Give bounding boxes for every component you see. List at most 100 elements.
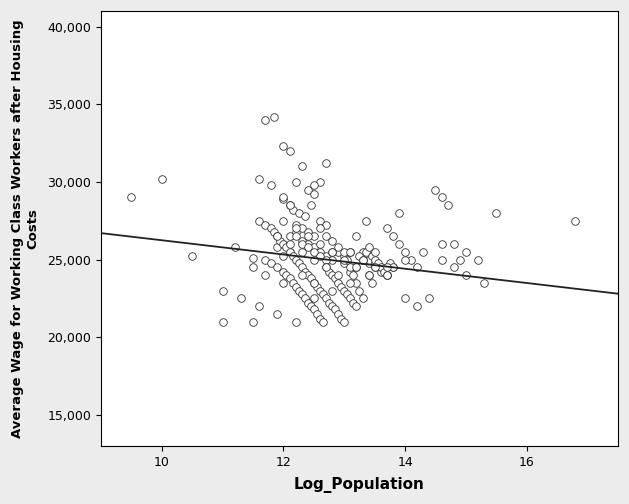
Point <box>321 159 331 167</box>
Point <box>312 310 322 318</box>
Point <box>376 263 386 271</box>
Point <box>260 256 270 264</box>
Point <box>364 256 374 264</box>
Point <box>303 271 313 279</box>
Point <box>394 240 404 248</box>
Point <box>287 206 298 214</box>
Point <box>333 271 343 279</box>
Point <box>279 279 289 287</box>
Point <box>448 263 459 271</box>
Point <box>309 243 319 251</box>
Point <box>309 232 319 240</box>
Point <box>284 240 294 248</box>
Point <box>297 271 307 279</box>
Point <box>297 248 307 256</box>
Point <box>461 271 471 279</box>
Point <box>348 299 359 307</box>
Point <box>291 283 301 291</box>
Point <box>370 248 380 256</box>
Point <box>321 221 331 229</box>
Point <box>279 268 289 276</box>
Point <box>388 232 398 240</box>
Y-axis label: Average Wage for Working Class Workers after Housing
Costs: Average Wage for Working Class Workers a… <box>11 19 39 438</box>
Point <box>330 274 340 282</box>
Point <box>357 248 367 256</box>
Point <box>357 256 367 264</box>
Point <box>345 268 355 276</box>
Point <box>327 248 337 256</box>
Point <box>266 224 276 232</box>
Point <box>364 271 374 279</box>
Point <box>284 201 294 209</box>
Point <box>284 274 294 282</box>
Point <box>291 178 301 186</box>
Point <box>187 253 198 261</box>
Point <box>287 253 298 261</box>
Point <box>309 305 319 313</box>
Point <box>248 254 258 262</box>
Point <box>479 279 489 287</box>
Point <box>254 175 264 183</box>
Point <box>315 178 325 186</box>
Point <box>360 248 370 256</box>
Point <box>291 224 301 232</box>
Point <box>382 224 392 232</box>
Point <box>303 227 313 235</box>
Point <box>309 294 319 302</box>
Point <box>367 253 377 261</box>
Point <box>279 253 289 261</box>
Point <box>303 243 313 251</box>
Point <box>279 194 289 202</box>
Point <box>367 279 377 287</box>
Point <box>303 240 313 248</box>
Point <box>303 232 313 240</box>
Point <box>333 248 343 256</box>
Point <box>230 243 240 251</box>
Point <box>388 263 398 271</box>
Point <box>364 271 374 279</box>
Point <box>348 271 359 279</box>
Point <box>157 175 167 183</box>
Point <box>279 240 289 248</box>
Point <box>400 248 410 256</box>
Point <box>360 217 370 225</box>
Point <box>372 259 382 267</box>
Point <box>345 248 355 256</box>
Point <box>306 274 316 282</box>
Point <box>370 263 380 271</box>
Point <box>321 232 331 240</box>
Point <box>352 302 362 310</box>
Point <box>297 263 307 271</box>
Point <box>400 294 410 302</box>
Point <box>299 268 309 276</box>
Point <box>345 294 355 302</box>
Point <box>321 256 331 264</box>
Point <box>309 181 319 189</box>
Point <box>327 256 337 264</box>
Point <box>339 248 349 256</box>
Point <box>345 248 355 256</box>
Point <box>266 181 276 189</box>
Point <box>339 253 349 261</box>
Point <box>370 263 380 271</box>
Point <box>297 240 307 248</box>
Point <box>309 248 319 256</box>
Point <box>309 256 319 264</box>
Point <box>437 240 447 248</box>
Point <box>324 268 334 276</box>
Point <box>260 116 270 124</box>
Point <box>430 185 440 194</box>
Point <box>354 287 364 295</box>
Point <box>284 248 294 256</box>
Point <box>248 318 258 326</box>
Point <box>276 237 286 245</box>
Point <box>306 302 316 310</box>
Point <box>327 237 337 245</box>
Point <box>370 259 380 267</box>
Point <box>400 256 410 264</box>
Point <box>297 237 307 245</box>
Point <box>352 279 362 287</box>
Point <box>336 283 346 291</box>
Point <box>339 318 349 326</box>
Point <box>448 240 459 248</box>
